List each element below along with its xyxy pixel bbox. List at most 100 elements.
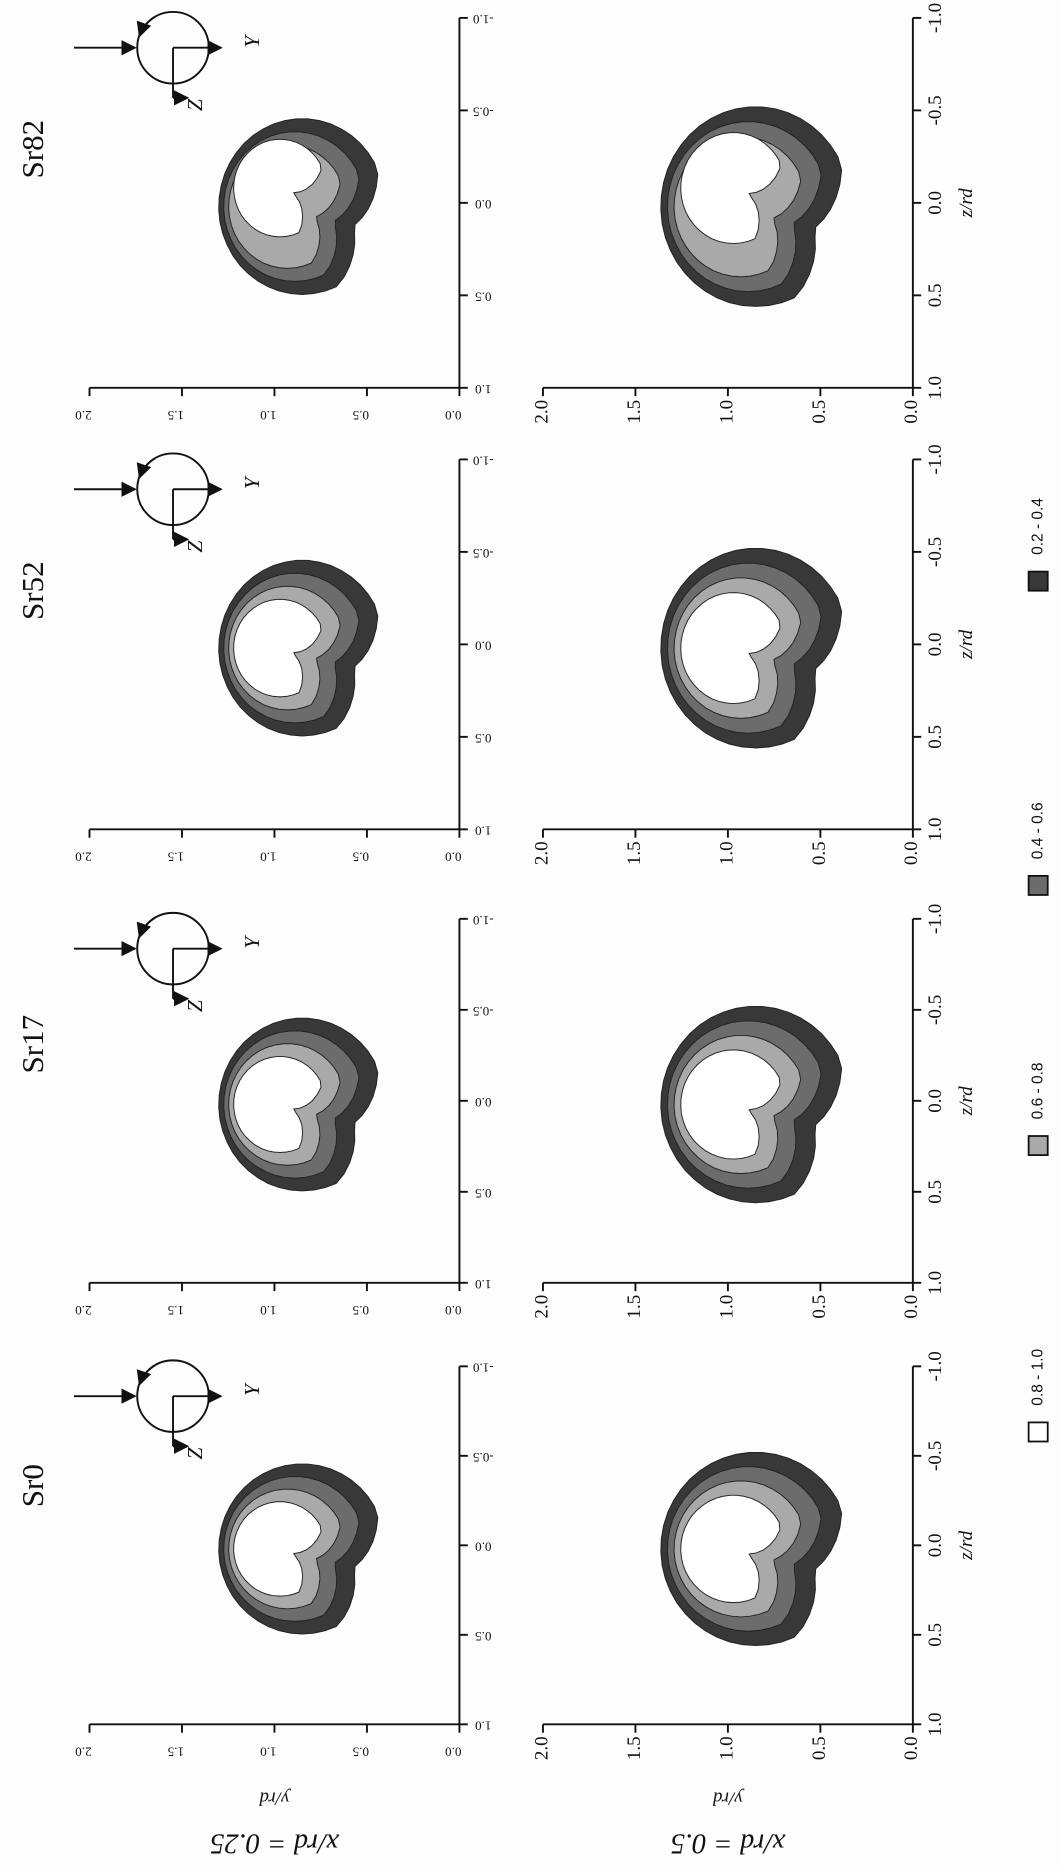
figure: x/rd = 0.25 x/rd = 0.5 Sr0 1.0 0.5 0.0 -0.5 -1.… <box>0 0 1062 1871</box>
y-tick-label: 2.0 <box>531 400 552 424</box>
y-tick-label: 1.5 <box>624 841 645 865</box>
x-axis-label: z/rd <box>956 629 977 659</box>
y-tick-label: 1.0 <box>260 850 277 865</box>
x-tick-label: -1.0 <box>472 1360 493 1375</box>
x-tick-label: 0.5 <box>925 283 946 307</box>
y-tick-label: 0.5 <box>809 1736 830 1760</box>
legend-label: 0.4 - 0.6 <box>1029 802 1046 859</box>
background <box>0 0 1062 1871</box>
x-tick-label: -1.0 <box>472 453 493 468</box>
y-tick-label: 0.0 <box>901 400 922 424</box>
x-tick-label: -1.0 <box>925 904 946 934</box>
x-tick-label: -1.0 <box>925 1351 946 1381</box>
x-tick-label: -1.0 <box>925 444 946 474</box>
x-tick-label: 0.0 <box>925 632 946 656</box>
x-tick-label: -1.0 <box>925 3 946 33</box>
x-tick-label: 0.5 <box>475 1629 492 1644</box>
x-axis-label: z/rd <box>956 188 977 218</box>
x-tick-label: 0.5 <box>925 725 946 749</box>
x-tick-label: 1.0 <box>925 376 946 400</box>
y-tick-label: 2.0 <box>75 408 92 423</box>
x-tick-label: 0.5 <box>925 1180 946 1204</box>
x-axis-label: z/rd <box>956 1530 977 1560</box>
y-tick-label: 2.0 <box>531 1736 552 1760</box>
row-label: x/rd = 0.5 <box>671 1828 786 1860</box>
inset-z-label: Z <box>183 1446 207 1459</box>
y-tick-label: 1.0 <box>260 1745 277 1760</box>
x-tick-label: 0.0 <box>925 1089 946 1113</box>
inset-z-label: Z <box>183 999 207 1012</box>
panel-title: Sr82 <box>15 120 50 179</box>
y-tick-label: 1.5 <box>167 408 184 423</box>
y-tick-label: 2.0 <box>75 1745 92 1760</box>
row-label: x/rd = 0.25 <box>210 1828 340 1860</box>
y-tick-label: 0.0 <box>445 1745 462 1760</box>
legend-swatch <box>1029 1136 1048 1155</box>
y-tick-label: 0.0 <box>901 841 922 865</box>
y-tick-label: 1.5 <box>624 1736 645 1760</box>
x-tick-label: 1.0 <box>475 823 492 838</box>
x-tick-label: -0.5 <box>925 95 946 125</box>
legend-label: 0.2 - 0.4 <box>1029 498 1046 555</box>
x-tick-label: -1.0 <box>472 913 493 928</box>
y-tick-label: 0.0 <box>901 1295 922 1319</box>
x-tick-label: -0.5 <box>472 546 493 561</box>
panel-title: Sr52 <box>15 561 50 620</box>
y-tick-label: 1.0 <box>716 841 737 865</box>
x-tick-label: 1.0 <box>475 1277 492 1292</box>
y-tick-label: 1.5 <box>624 400 645 424</box>
y-tick-label: 1.0 <box>716 1736 737 1760</box>
legend-swatch <box>1029 1422 1048 1441</box>
y-tick-label: 0.5 <box>352 850 369 865</box>
y-tick-label: 0.0 <box>445 850 462 865</box>
x-tick-label: 0.0 <box>475 197 492 212</box>
y-tick-label: 1.5 <box>167 850 184 865</box>
x-tick-label: 1.0 <box>925 817 946 841</box>
x-tick-label: 0.0 <box>475 1095 492 1110</box>
y-tick-label: 1.5 <box>624 1295 645 1319</box>
panel-title: Sr17 <box>15 1015 50 1074</box>
y-tick-label: 1.5 <box>167 1303 184 1318</box>
page: x/rd = 0.25 x/rd = 0.5 Sr0 1.0 0.5 0.0 -0.5 -1.… <box>0 0 1062 1871</box>
x-tick-label: 1.0 <box>925 1271 946 1295</box>
x-tick-label: 0.5 <box>475 289 492 304</box>
y-tick-label: 1.0 <box>716 400 737 424</box>
x-tick-label: -0.5 <box>925 537 946 567</box>
legend-label: 0.8 - 1.0 <box>1029 1348 1046 1405</box>
x-tick-label: 0.5 <box>475 731 492 746</box>
y-tick-label: 2.0 <box>75 850 92 865</box>
y-tick-label: 0.5 <box>809 400 830 424</box>
x-tick-label: 0.5 <box>925 1623 946 1647</box>
x-tick-label: -0.5 <box>472 1450 493 1465</box>
y-tick-label: 0.5 <box>809 841 830 865</box>
y-tick-label: 2.0 <box>531 841 552 865</box>
x-axis-label: z/rd <box>956 1086 977 1116</box>
x-tick-label: 0.5 <box>475 1186 492 1201</box>
x-tick-label: 0.0 <box>475 1539 492 1554</box>
x-tick-label: -1.0 <box>472 12 493 27</box>
y-tick-label: 0.5 <box>352 1303 369 1318</box>
y-axis-label: y/rd <box>259 1788 291 1809</box>
x-tick-label: 0.0 <box>475 638 492 653</box>
inset-z-label: Z <box>183 540 207 553</box>
x-tick-label: 0.0 <box>925 1533 946 1557</box>
legend-swatch <box>1029 876 1048 895</box>
x-tick-label: -0.5 <box>925 995 946 1025</box>
x-tick-label: -0.5 <box>925 1441 946 1471</box>
legend-label: 0.6 - 0.8 <box>1029 1062 1046 1119</box>
x-tick-label: -0.5 <box>472 1004 493 1019</box>
y-tick-label: 1.0 <box>260 1303 277 1318</box>
y-tick-label: 1.0 <box>260 408 277 423</box>
y-tick-label: 1.0 <box>716 1295 737 1319</box>
legend-swatch <box>1029 572 1048 591</box>
y-tick-label: 0.5 <box>809 1295 830 1319</box>
x-tick-label: -0.5 <box>472 104 493 119</box>
x-tick-label: 1.0 <box>475 382 492 397</box>
y-tick-label: 2.0 <box>531 1295 552 1319</box>
inset-z-label: Z <box>183 98 207 111</box>
y-tick-label: 0.0 <box>445 1303 462 1318</box>
panel-title: Sr0 <box>15 1464 50 1507</box>
y-tick-label: 0.5 <box>352 408 369 423</box>
y-axis-label: y/rd <box>712 1788 744 1809</box>
inset-y-label: Y <box>240 475 264 489</box>
